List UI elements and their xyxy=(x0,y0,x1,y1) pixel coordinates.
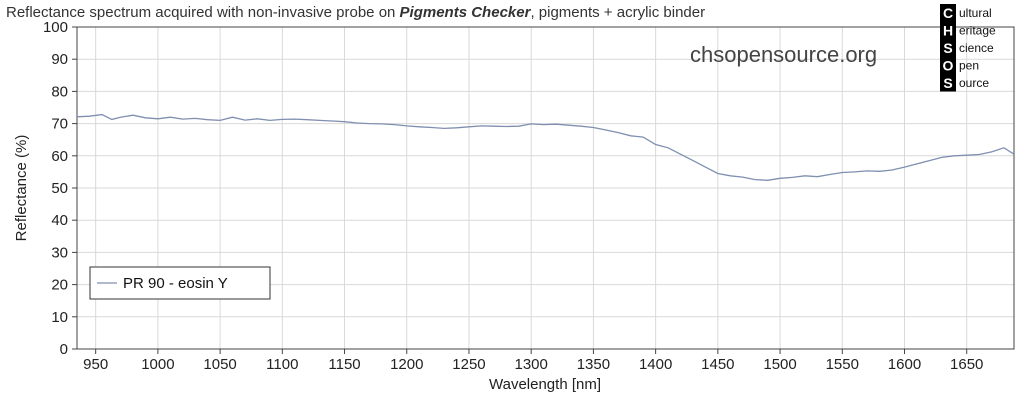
y-tick-label: 100 xyxy=(43,19,68,36)
legend-label: PR 90 - eosin Y xyxy=(123,275,228,292)
logo-word: ource xyxy=(959,76,989,90)
x-tick-label: 1100 xyxy=(266,356,298,373)
logo-letter: S xyxy=(943,40,952,56)
legend-box xyxy=(89,266,271,300)
y-tick-label: 70 xyxy=(51,116,68,133)
x-tick-label: 1400 xyxy=(639,356,672,373)
x-tick-label: 1350 xyxy=(577,356,610,373)
chart-title-suffix: , pigments + acrylic binder xyxy=(530,4,705,21)
series-lines xyxy=(76,113,1015,181)
x-tick-label: 1300 xyxy=(515,356,548,373)
x-tick-label: 1250 xyxy=(452,356,485,373)
x-tick-label: 1500 xyxy=(763,356,796,373)
logo-letter: S xyxy=(943,75,952,91)
chart-title-prefix: Reflectance spectrum acquired with non-i… xyxy=(6,4,400,21)
x-tick-label: 950 xyxy=(83,356,108,373)
y-tick-label: 40 xyxy=(51,212,68,229)
x-tick-label: 1450 xyxy=(701,356,734,373)
logo-letter-block xyxy=(940,21,956,39)
x-tick-label: 1000 xyxy=(141,356,174,373)
y-axis-label: Reflectance (%) xyxy=(13,135,30,242)
plot-area-frame xyxy=(76,26,1015,350)
logo-letter: C xyxy=(943,5,953,21)
logo-letter-block xyxy=(940,39,956,57)
logo-letter-block xyxy=(940,4,956,22)
x-axis-label: Wavelength [nm] xyxy=(489,376,601,393)
watermark: chsopensource.org xyxy=(690,42,877,67)
logo-word: eritage xyxy=(959,24,996,38)
axis-ticks: 950 1000 1050 1100 1150 1200 1250 1300 1350 1400 1… xyxy=(43,19,983,373)
logo-word: cience xyxy=(959,41,994,55)
series-line-pr90-eosin-y xyxy=(76,113,1015,181)
y-tick-label: 10 xyxy=(51,309,68,326)
logo-word: pen xyxy=(959,59,979,73)
y-tick-label: 50 xyxy=(51,180,68,197)
y-tick-label: 20 xyxy=(51,277,68,294)
grid-lines xyxy=(77,26,1014,350)
y-tick-label: 30 xyxy=(51,244,68,261)
logo-letter: H xyxy=(943,23,953,39)
logo-letter: O xyxy=(943,58,954,74)
chart-title: Reflectance spectrum acquired with non-i… xyxy=(6,4,705,21)
y-tick-label: 80 xyxy=(51,83,68,100)
y-tick-label: 0 xyxy=(60,341,68,358)
x-tick-label: 1200 xyxy=(390,356,423,373)
logo-letter-block xyxy=(940,74,956,92)
chart-title-emphasis: Pigments Checker xyxy=(400,4,532,21)
x-tick-label: 1600 xyxy=(888,356,921,373)
y-tick-label: 90 xyxy=(51,51,68,68)
logo-letter-block xyxy=(940,56,956,74)
x-tick-label: 1550 xyxy=(826,356,859,373)
x-tick-label: 1650 xyxy=(950,356,983,373)
x-tick-label: 1050 xyxy=(203,356,236,373)
y-tick-label: 60 xyxy=(51,148,68,165)
logo-word: ultural xyxy=(959,6,992,20)
x-tick-label: 1150 xyxy=(328,356,360,373)
legend: PR 90 - eosin Y xyxy=(89,266,271,300)
